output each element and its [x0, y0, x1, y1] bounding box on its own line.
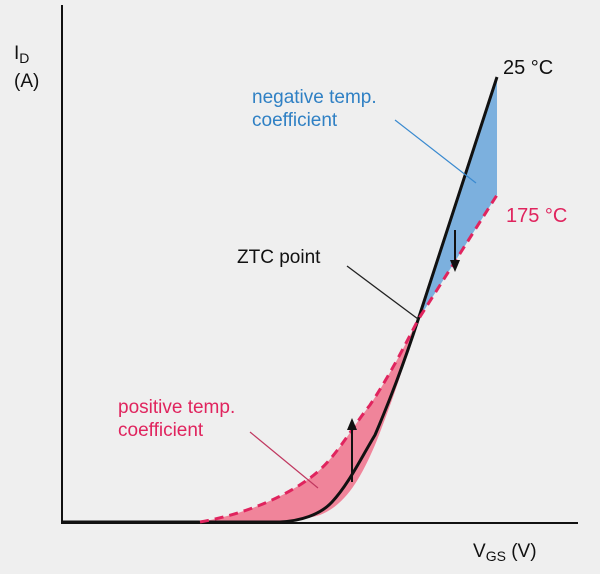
label-175c: 175 °C	[506, 205, 568, 227]
arrow-down-icon	[450, 230, 460, 272]
negative-line1: negative temp.	[252, 87, 377, 108]
y-axis-subscript: D	[19, 50, 30, 66]
negative-coefficient-label: negative temp. coefficient	[252, 86, 377, 132]
positive-line1: positive temp.	[118, 397, 236, 418]
negative-line2: coefficient	[252, 110, 338, 131]
x-axis-symbol: V	[473, 541, 486, 562]
x-axis-subscript: GS	[485, 548, 506, 564]
label-25c: 25 °C	[503, 57, 554, 79]
positive-leader-line	[249, 431, 319, 489]
positive-coefficient-region	[200, 320, 418, 522]
positive-line2: coefficient	[118, 420, 204, 441]
x-axis-unit: (V)	[511, 541, 537, 562]
arrow-up-icon	[347, 418, 357, 482]
ztc-point-label: ZTC point	[237, 247, 321, 268]
ztc-leader-line	[346, 265, 419, 320]
y-axis-unit: (A)	[14, 71, 40, 92]
positive-coefficient-label: positive temp. coefficient	[118, 396, 235, 442]
curve-25c	[62, 76, 499, 524]
curve-175c	[199, 194, 499, 524]
x-axis-label: VGS (V)	[473, 540, 537, 568]
y-axis-label: ID (A)	[14, 42, 39, 93]
y-axis-symbol: I	[14, 43, 20, 64]
negative-leader-line	[394, 119, 477, 184]
